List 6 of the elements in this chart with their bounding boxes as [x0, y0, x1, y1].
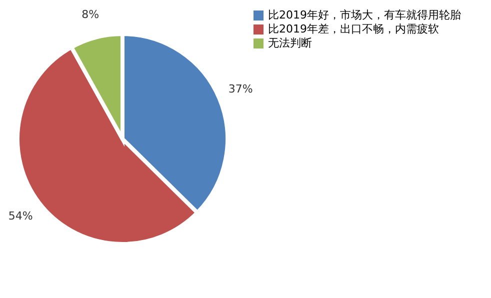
- legend-label: 比2019年差，出口不畅，内需疲软: [268, 22, 439, 36]
- data-label: 8%: [82, 8, 100, 22]
- legend-label: 无法判断: [268, 36, 312, 50]
- data-label: 54%: [8, 210, 33, 223]
- legend-label: 比2019年好，市场大，有车就得用轮胎: [268, 8, 461, 22]
- data-label: 37%: [228, 82, 253, 96]
